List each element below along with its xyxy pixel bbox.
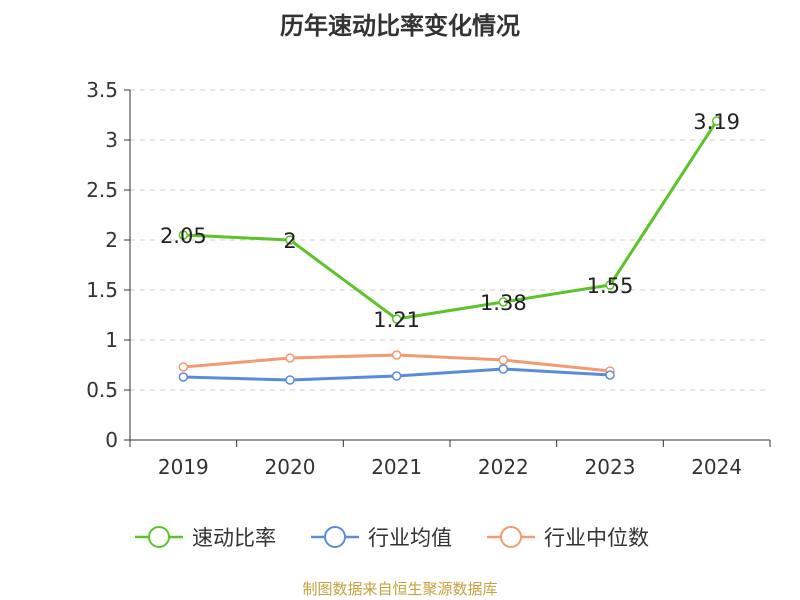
data-point xyxy=(498,297,509,307)
legend-marker-icon xyxy=(148,526,170,548)
data-label: 1.55 xyxy=(587,274,634,298)
legend-label: 速动比率 xyxy=(192,526,276,550)
legend-label: 行业均值 xyxy=(368,526,452,550)
y-tick-label: 3.5 xyxy=(86,78,118,102)
data-point xyxy=(285,353,295,363)
data-point xyxy=(178,230,189,240)
data-point xyxy=(178,362,189,372)
x-tick-label: 2021 xyxy=(371,455,422,479)
x-tick-label: 2023 xyxy=(585,455,636,479)
legend-marker-icon xyxy=(324,526,346,548)
y-tick-label: 2.5 xyxy=(86,178,118,202)
data-point xyxy=(605,280,615,290)
y-tick-label: 3 xyxy=(105,128,118,152)
data-point xyxy=(711,116,722,126)
legend-label: 行业中位数 xyxy=(544,526,649,550)
data-label: 2.05 xyxy=(160,224,207,248)
data-point xyxy=(391,371,402,381)
series-line xyxy=(183,120,718,321)
y-tick-label: 2 xyxy=(105,228,118,252)
data-label: 1.38 xyxy=(480,291,527,315)
data-label: 3.19 xyxy=(693,110,740,134)
data-point xyxy=(285,375,295,385)
y-tick-label: 0 xyxy=(105,428,118,452)
data-label: 2 xyxy=(283,229,296,253)
chart-title: 历年速动比率变化情况 xyxy=(280,12,520,40)
legend-marker-icon xyxy=(500,526,522,548)
y-tick-label: 1.5 xyxy=(86,278,118,302)
data-label: 1.21 xyxy=(373,308,420,332)
data-source-caption: 制图数据来自恒生聚源数据库 xyxy=(302,580,498,598)
y-tick-label: 1 xyxy=(105,328,118,352)
x-tick-label: 2019 xyxy=(158,455,209,479)
data-point xyxy=(178,372,189,382)
x-tick-label: 2020 xyxy=(265,455,316,479)
x-tick-label: 2022 xyxy=(478,455,529,479)
data-point xyxy=(285,235,295,245)
data-point xyxy=(605,370,615,380)
data-point xyxy=(498,355,509,365)
y-tick-label: 0.5 xyxy=(86,378,118,402)
data-point xyxy=(498,364,509,374)
data-point xyxy=(391,350,402,360)
x-tick-label: 2024 xyxy=(691,455,742,479)
data-point xyxy=(391,314,402,324)
